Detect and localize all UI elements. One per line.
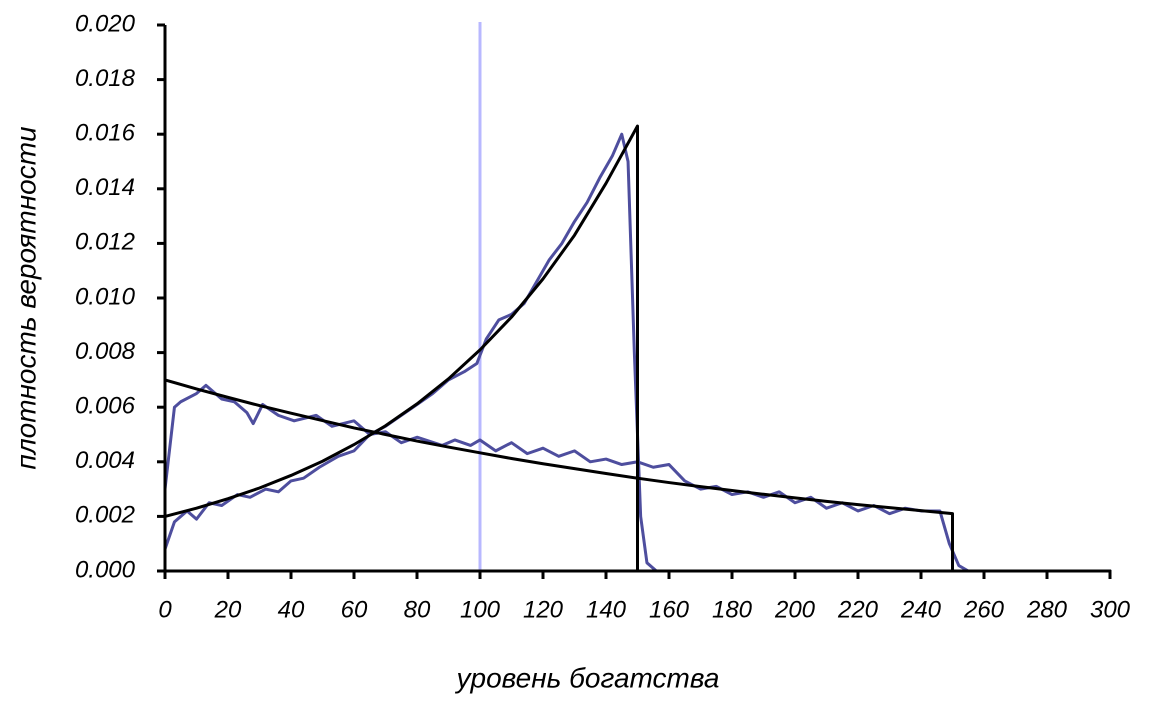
y-tick-label: 0.002	[75, 502, 135, 529]
x-tick-label: 40	[278, 596, 305, 623]
x-tick-label: 220	[837, 596, 879, 623]
x-tick-label: 60	[341, 596, 368, 623]
x-tick-label: 140	[586, 596, 627, 623]
y-tick-label: 0.008	[75, 338, 136, 365]
x-tick-label: 280	[1026, 596, 1068, 623]
y-tick-label: 0.014	[75, 174, 135, 201]
x-tick-label: 120	[523, 596, 564, 623]
data-line	[163, 124, 1112, 573]
y-tick-label: 0.012	[75, 229, 135, 256]
y-axis-title: плотность вероятности	[10, 126, 41, 470]
y-tick-label: 0.010	[75, 283, 136, 310]
y-tick-label: 0.016	[75, 120, 136, 147]
x-tick-label: 300	[1090, 596, 1131, 623]
x-tick-label: 200	[774, 596, 816, 623]
data-line	[163, 378, 1112, 573]
x-tick-label: 160	[649, 596, 690, 623]
x-axis-title: уровень богатства	[455, 662, 720, 693]
y-tick-label: 0.018	[75, 65, 136, 92]
x-tick-label: 80	[404, 596, 431, 623]
y-tick-label: 0.020	[75, 10, 136, 37]
x-tick-label: 180	[712, 596, 753, 623]
x-tick-label: 240	[900, 596, 942, 623]
x-tick-label: 20	[214, 596, 242, 623]
y-tick-label: 0.006	[75, 393, 136, 420]
y-tick-label: 0.004	[75, 447, 135, 474]
x-tick-label: 100	[460, 596, 501, 623]
y-tick-label: 0.000	[75, 556, 136, 583]
x-tick-label: 260	[963, 596, 1005, 623]
x-tick-label: 0	[158, 596, 172, 623]
